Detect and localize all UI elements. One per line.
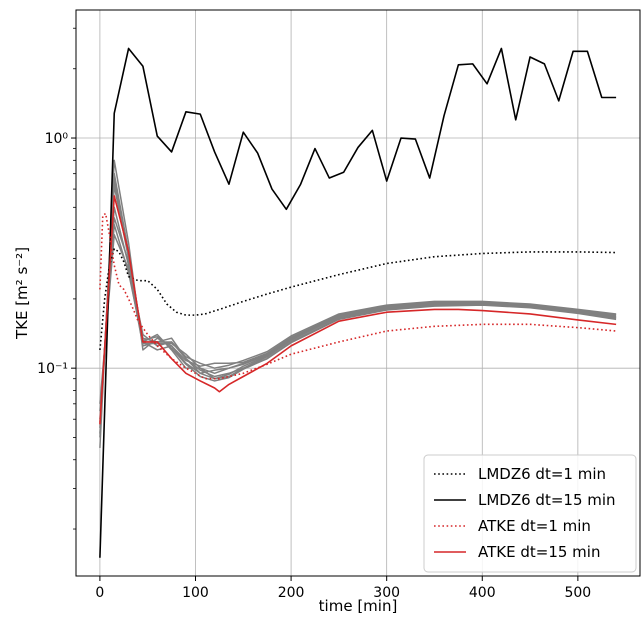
- ensemble-member-line: [99, 159, 617, 449]
- y-tick-label: 10⁰: [45, 131, 69, 147]
- legend-label: ATKE dt=1 min: [478, 517, 591, 535]
- x-axis-label: time [min]: [319, 597, 398, 615]
- series-line-0: [99, 248, 617, 351]
- y-tick-label: 10⁻¹: [37, 361, 68, 377]
- x-tick-label: 300: [373, 585, 400, 601]
- ensemble-member-line: [99, 233, 617, 404]
- legend-label: ATKE dt=15 min: [478, 543, 600, 561]
- x-tick-label: 500: [564, 585, 591, 601]
- legend-box: [423, 454, 637, 573]
- grid-lines: [76, 10, 640, 576]
- legend-label: LMDZ6 dt=15 min: [478, 491, 616, 509]
- series-line-3: [99, 195, 617, 425]
- x-tick-label: 200: [278, 585, 305, 601]
- x-tick-label: 0: [95, 585, 104, 601]
- legend-label: LMDZ6 dt=1 min: [478, 465, 606, 483]
- legend: LMDZ6 dt=1 min LMDZ6 dt=15 min ATKE dt=1 m…: [423, 454, 637, 573]
- plot-area-frame: [75, 9, 641, 577]
- series-line-1: [99, 47, 617, 558]
- series-layer: [99, 47, 617, 558]
- axis-ticks: 0 100 200 300 400 500 10⁰ 10⁻¹: [37, 27, 591, 601]
- ensemble-member-line: [99, 178, 617, 434]
- x-tick-label: 400: [469, 585, 496, 601]
- y-axis-label: TKE [m² s⁻²]: [13, 247, 31, 340]
- x-tick-label: 100: [182, 585, 209, 601]
- ensemble-member-line: [99, 217, 617, 423]
